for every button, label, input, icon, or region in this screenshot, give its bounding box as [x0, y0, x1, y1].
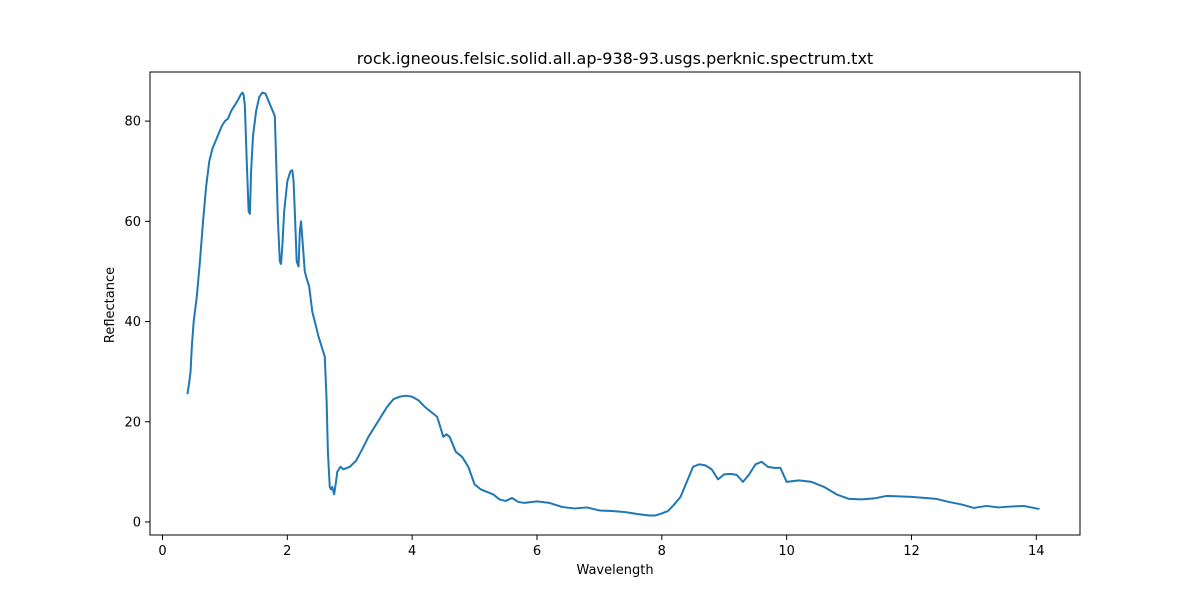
x-tick-label: 10 — [778, 544, 795, 559]
x-tick-label: 6 — [533, 544, 541, 559]
y-tick-label: 40 — [124, 315, 141, 330]
x-axis-label: Wavelength — [576, 563, 653, 578]
x-tick-label: 2 — [283, 544, 291, 559]
y-tick-label: 0 — [133, 515, 141, 530]
x-tick-label: 12 — [903, 544, 920, 559]
chart-title: rock.igneous.felsic.solid.all.ap-938-93.… — [357, 49, 873, 68]
x-tick-label: 4 — [408, 544, 416, 559]
plot-area — [149, 71, 1081, 536]
x-tick-label: 14 — [1028, 544, 1045, 559]
y-axis-label: Reflectance — [103, 267, 118, 343]
y-tick-label: 60 — [124, 215, 141, 230]
x-tick-label: 0 — [158, 544, 166, 559]
x-tick-label: 8 — [658, 544, 666, 559]
y-tick-label: 80 — [124, 115, 141, 130]
y-tick-label: 20 — [124, 415, 141, 430]
series-line-spectrum — [186, 91, 1040, 517]
axis-ticks: 0 2 4 6 8 10 12 14 0 20 40 60 80 — [124, 115, 1044, 559]
axes-frame — [149, 71, 1081, 536]
